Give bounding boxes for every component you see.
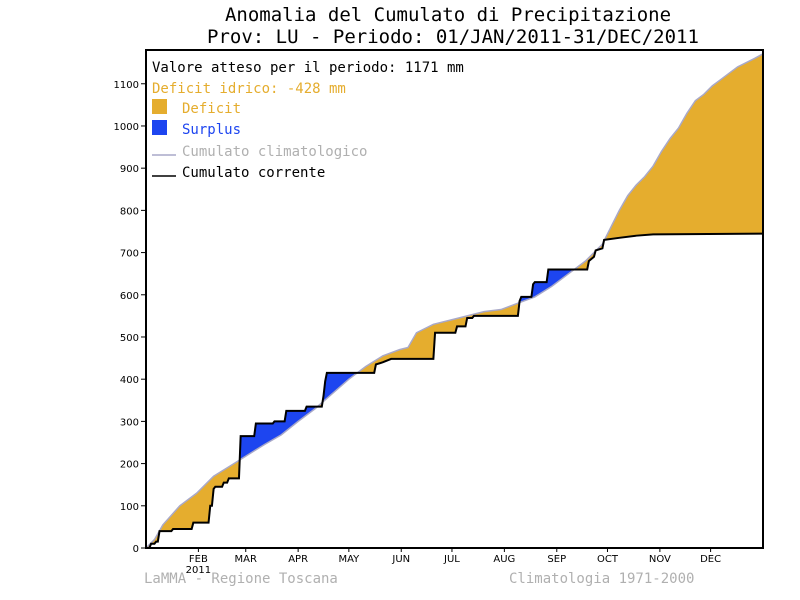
y-tick-label: 500 [120, 333, 139, 344]
footer-source: LaMMA - Regione Toscana [144, 571, 338, 587]
plot-area [145, 53, 764, 549]
y-axis: 0 100 200 300 400 500 600 700 800 900 1000 1100 [114, 80, 146, 555]
y-tick-label: 100 [120, 502, 139, 513]
lines-group [145, 53, 764, 549]
y-tick-label: 800 [120, 206, 139, 217]
legend-current-label: Cumulato corrente [182, 165, 325, 181]
x-tick-label-may: MAY [338, 554, 360, 565]
y-tick-label: 1000 [114, 122, 139, 133]
footer-climatology: Climatologia 1971-2000 [509, 571, 694, 587]
x-tick-label-oct: OCT [597, 554, 619, 565]
deficit-area [604, 53, 764, 241]
x-tick-label-jul: JUL [443, 554, 460, 565]
y-tick-label: 400 [120, 375, 139, 386]
x-tick-label-sep: SEP [547, 554, 566, 565]
y-tick-label: 600 [120, 291, 139, 302]
climatological-line [145, 53, 764, 549]
legend-deficit-label: Deficit [182, 101, 241, 117]
legend-deficit-swatch [152, 99, 167, 114]
y-tick-label: 0 [133, 544, 139, 555]
y-tick-label: 200 [120, 460, 139, 471]
chart-subtitle: Prov: LU - Periodo: 01/JAN/2011-31/DEC/2… [207, 26, 699, 48]
current-line [146, 232, 764, 549]
plot-frame [145, 49, 764, 549]
x-tick-label-apr: APR [288, 554, 308, 565]
x-tick-label-mar: MAR [235, 554, 257, 565]
legend-climatological-label: Cumulato climatologico [182, 144, 367, 160]
legend-surplus-swatch [152, 120, 167, 135]
chart-title: Anomalia del Cumulato di Precipitazione [225, 4, 671, 26]
deficit-area [145, 457, 241, 549]
x-tick-label-aug: AUG [493, 554, 515, 565]
x-tick-label-jun: JUN [391, 554, 410, 565]
y-tick-label: 700 [120, 249, 139, 260]
legend-expected-value: Valore atteso per il periodo: 1171 mm [152, 60, 464, 76]
x-year-label: 2011 [186, 565, 211, 576]
y-tick-label: 1100 [114, 80, 139, 91]
x-tick-label-nov: NOV [649, 554, 671, 565]
x-tick-label-dec: DEC [700, 554, 721, 565]
y-tick-label: 900 [120, 164, 139, 175]
legend-surplus-label: Surplus [182, 122, 241, 138]
legend-deficit-value: Deficit idrico: -428 mm [152, 81, 346, 97]
x-tick-label-feb: FEB [189, 554, 208, 565]
y-tick-label: 300 [120, 417, 139, 428]
legend: Valore atteso per il periodo: 1171 mm De… [152, 60, 464, 181]
